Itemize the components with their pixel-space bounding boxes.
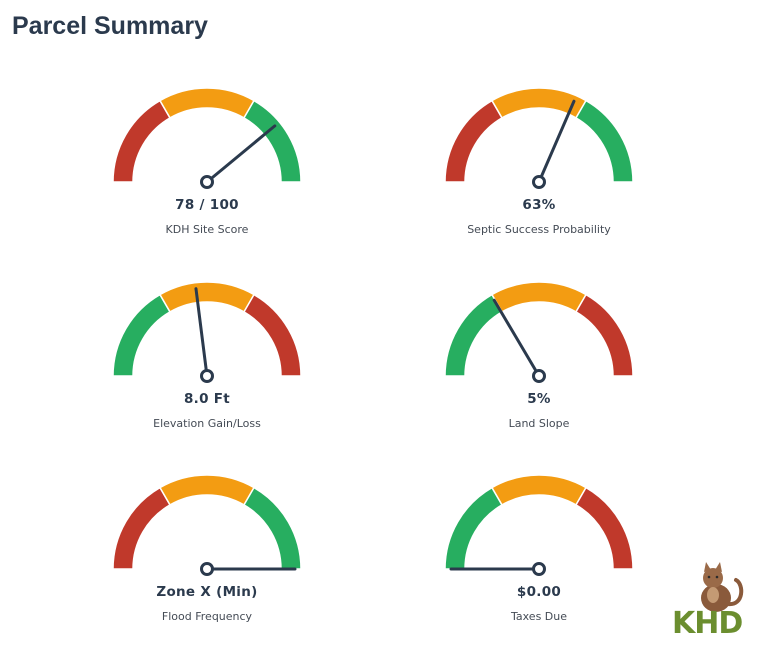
gauge-needle-hub	[200, 369, 214, 383]
gauge-land-slope: 5% Land Slope	[419, 281, 659, 450]
gauge-segment-low	[444, 486, 504, 570]
gauge-dial	[444, 87, 634, 189]
gauge-segment-mid	[158, 87, 256, 119]
gauge-needle-hub	[532, 562, 546, 576]
gauge-segment-low	[444, 99, 504, 183]
gauge-dial	[112, 281, 302, 383]
gauge-needle-hub	[532, 175, 546, 189]
gauge-segment-high	[242, 486, 302, 570]
gauge-needle-hub	[200, 175, 214, 189]
gauge-label: Flood Frequency	[161, 610, 253, 623]
gauge-segment-high	[574, 99, 634, 183]
gauge-needle	[205, 124, 277, 184]
gauge-segment-low	[112, 99, 172, 183]
gauge-kdh-site-score: 78 / 100 KDH Site Score	[87, 87, 327, 256]
page-title: Parcel Summary	[12, 12, 208, 40]
cat-icon	[701, 562, 744, 612]
gauge-segment-high	[574, 486, 634, 570]
gauge-value: Zone X (Min)	[156, 584, 258, 600]
gauge-needle	[194, 287, 209, 378]
gauge-taxes-due: $0.00 Taxes Due	[419, 474, 659, 643]
gauge-value: 63%	[522, 197, 556, 213]
gauge-label: Land Slope	[508, 417, 570, 430]
khd-logo: KHD	[668, 560, 764, 642]
gauge-segment-low	[112, 293, 172, 377]
gauge-flood-frequency: Zone X (Min) Flood Frequency	[87, 474, 327, 643]
gauge-elevation: 8.0 Ft Elevation Gain/Loss	[87, 281, 327, 450]
gauge-value: 5%	[527, 391, 551, 407]
gauge-dial	[112, 87, 302, 189]
gauge-label: Elevation Gain/Loss	[153, 417, 261, 430]
gauge-segment-low	[112, 486, 172, 570]
gauge-needle-hub	[200, 562, 214, 576]
gauge-septic-success: 63% Septic Success Probability	[419, 87, 659, 256]
gauge-value: $0.00	[516, 584, 562, 600]
gauge-segment-high	[574, 293, 634, 377]
gauge-label: KDH Site Score	[165, 223, 249, 236]
gauge-segment-mid	[158, 281, 256, 313]
gauge-segment-mid	[158, 474, 256, 506]
gauge-needle	[537, 99, 576, 184]
gauge-needle-hub	[532, 369, 546, 383]
gauge-segment-high	[242, 99, 302, 183]
logo-text: KHD	[672, 606, 743, 641]
gauge-label: Taxes Due	[510, 610, 567, 623]
gauge-value: 78 / 100	[175, 197, 239, 213]
gauge-label: Septic Success Probability	[467, 223, 611, 236]
gauge-needle	[492, 298, 541, 378]
gauge-segment-low	[444, 293, 504, 377]
gauge-segment-high	[242, 293, 302, 377]
gauge-dial	[444, 474, 634, 576]
gauge-dial	[112, 474, 302, 576]
gauge-segment-mid	[490, 474, 588, 506]
gauge-segment-mid	[490, 281, 588, 313]
gauge-dial	[444, 281, 634, 383]
gauge-value: 8.0 Ft	[183, 391, 231, 407]
